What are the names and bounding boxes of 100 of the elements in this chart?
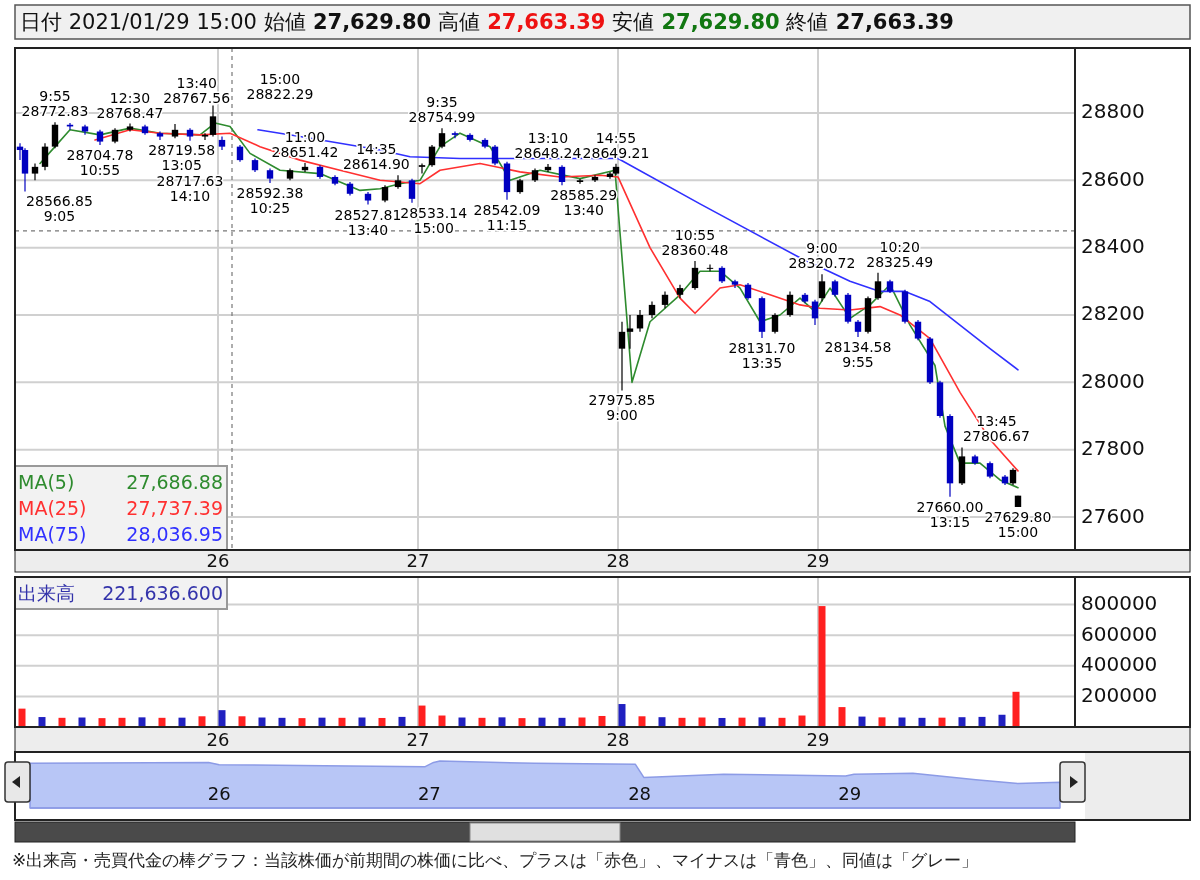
candlestick bbox=[818, 273, 826, 303]
x-tick-label: 26 bbox=[207, 783, 231, 804]
annotation: 28719.58 13:05 bbox=[148, 142, 216, 174]
bar bbox=[618, 704, 626, 727]
annotation: 27,686.88 bbox=[126, 470, 223, 493]
x-tick-label: 26 bbox=[206, 728, 230, 750]
y-tick-label: 28600 bbox=[1081, 166, 1145, 191]
bar bbox=[198, 716, 206, 727]
y-tick-label: 600000 bbox=[1081, 621, 1158, 646]
bar bbox=[498, 717, 506, 727]
candlestick bbox=[451, 130, 459, 139]
candlestick bbox=[438, 127, 446, 149]
y-tick-label: 27600 bbox=[1081, 503, 1145, 528]
y-tick-label: 28200 bbox=[1081, 301, 1145, 326]
bar bbox=[838, 707, 846, 727]
candlestick bbox=[428, 144, 436, 168]
candlestick bbox=[209, 104, 217, 138]
bar bbox=[638, 716, 646, 727]
bar bbox=[658, 717, 666, 727]
bar bbox=[518, 718, 526, 727]
bar bbox=[818, 606, 826, 727]
y-tick-label: 28400 bbox=[1081, 234, 1145, 259]
candlestick bbox=[201, 132, 209, 141]
y-tick-label: 28000 bbox=[1081, 368, 1145, 393]
candlestick bbox=[156, 130, 164, 141]
x-tick-label: 28 bbox=[606, 728, 630, 750]
annotation: 28566.85 9:05 bbox=[26, 193, 93, 225]
candlestick bbox=[874, 272, 882, 301]
y-tick-label: 200000 bbox=[1081, 682, 1158, 707]
annotation: 28542.09 11:15 bbox=[473, 201, 541, 233]
bar bbox=[958, 717, 966, 727]
x-tick-label: 28 bbox=[606, 550, 630, 571]
annotation: 9:55 28772.83 bbox=[21, 88, 89, 120]
bar bbox=[98, 718, 106, 727]
annotation: 28592.38 10:25 bbox=[236, 184, 304, 216]
annotation: 13:10 28648.24 bbox=[514, 130, 582, 162]
annotation: 28527.81 13:40 bbox=[334, 206, 402, 238]
text: MA(75) bbox=[18, 522, 87, 545]
bar bbox=[598, 715, 606, 727]
bar bbox=[218, 710, 226, 727]
candlestick bbox=[706, 263, 714, 272]
annotation: 28134.58 9:55 bbox=[824, 339, 892, 371]
candlestick bbox=[786, 290, 794, 318]
candlestick bbox=[51, 121, 59, 149]
annotation: 12:30 28768.47 bbox=[96, 89, 164, 121]
x-tick-label: 29 bbox=[806, 550, 830, 571]
annotation: 221,636.600 bbox=[102, 581, 223, 604]
x-tick-label: 29 bbox=[806, 728, 830, 750]
bar bbox=[18, 708, 26, 727]
chart-title: 日付 2021/01/29 15:00 始値 27,629.80 高値 27,663.39 安値 27,629.80 終値 27,663.39 bbox=[20, 10, 954, 34]
x-tick-label: 27 bbox=[406, 728, 430, 750]
candlestick bbox=[408, 178, 416, 204]
candlestick bbox=[41, 142, 49, 171]
candlestick bbox=[626, 314, 634, 350]
candlestick bbox=[576, 178, 584, 185]
annotation: 27629.80 15:00 bbox=[984, 508, 1052, 540]
annotation: 28704.78 10:55 bbox=[66, 147, 134, 179]
annotation: 28,036.95 bbox=[126, 522, 223, 545]
x-tick-label: 27 bbox=[417, 783, 441, 804]
y-tick-label: 27800 bbox=[1081, 436, 1145, 461]
bar bbox=[138, 717, 146, 727]
x-tick-label: 29 bbox=[838, 783, 862, 804]
annotation: 28533.14 15:00 bbox=[400, 204, 468, 236]
annotation: 27,737.39 bbox=[126, 496, 223, 519]
bar bbox=[998, 714, 1006, 727]
text: MA(25) bbox=[18, 496, 87, 519]
bar bbox=[238, 716, 246, 727]
bar bbox=[298, 718, 306, 727]
bar bbox=[758, 717, 766, 727]
annotation: 28131.70 13:35 bbox=[728, 339, 796, 371]
annotation: 15:00 28822.29 bbox=[246, 71, 314, 103]
text: MA(5) bbox=[18, 470, 75, 493]
annotation: 28585.29 13:40 bbox=[550, 187, 618, 219]
annotation: 10:20 28325.49 bbox=[866, 238, 934, 270]
candlestick bbox=[618, 321, 626, 392]
x-tick-label: 28 bbox=[628, 783, 652, 804]
y-tick-label: 800000 bbox=[1081, 591, 1158, 616]
annotation: 14:55 28649.21 bbox=[582, 129, 650, 161]
candlestick bbox=[558, 164, 566, 186]
candlestick bbox=[771, 312, 779, 335]
candlestick bbox=[914, 319, 922, 341]
annotation: 13:40 28767.56 bbox=[163, 74, 231, 106]
annotation: 9:35 28754.99 bbox=[408, 94, 476, 126]
annotation: 28717.63 14:10 bbox=[156, 172, 224, 204]
x-tick-label: 27 bbox=[406, 550, 430, 571]
candlestick bbox=[691, 260, 699, 291]
bar bbox=[418, 705, 426, 727]
candlestick bbox=[31, 162, 39, 181]
annotation: 27975.85 9:00 bbox=[588, 392, 656, 424]
text: 出来高 bbox=[18, 581, 75, 604]
annotation: 10:55 28360.48 bbox=[661, 226, 729, 258]
bar bbox=[1012, 691, 1020, 727]
candlestick bbox=[636, 309, 644, 333]
bar bbox=[878, 717, 886, 727]
text: ※出来高・売買代金の棒グラフ：当該株価が前期間の株価に比べ、プラスは「赤色」、マイナスは「青色」、同値は「グレー」 bbox=[12, 850, 979, 870]
bar bbox=[38, 717, 46, 727]
y-tick-label: 28800 bbox=[1081, 99, 1145, 124]
annotation: 27660.00 13:15 bbox=[916, 498, 984, 530]
candlestick bbox=[21, 147, 29, 193]
candlestick bbox=[418, 162, 426, 175]
